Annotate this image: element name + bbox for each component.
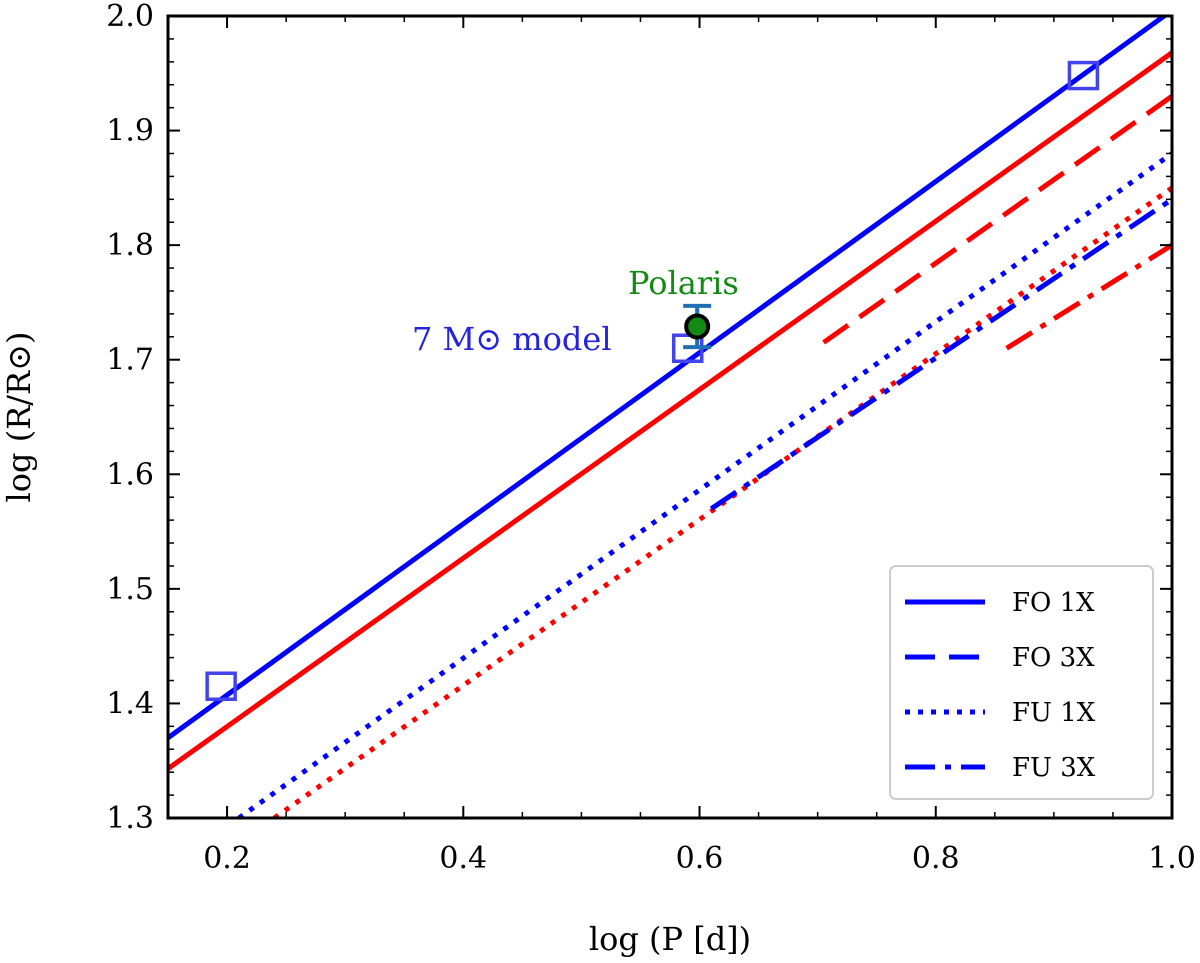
series-line-red-dashdot	[1005, 242, 1172, 351]
annotation-layer: Polaris 7 M⊙ model	[412, 264, 739, 358]
y-tick-label: 1.9	[106, 114, 154, 149]
legend-label: FO 1X	[1012, 588, 1095, 618]
legend-label: FO 3X	[1012, 643, 1095, 673]
polaris-label: Polaris	[628, 264, 739, 302]
y-axis-label: log (R/R⊙)	[0, 332, 38, 503]
x-tick-label: 0.4	[439, 841, 487, 876]
legend-box	[889, 565, 1154, 800]
y-tick-label: 1.7	[106, 343, 154, 378]
series-line-blue-dashdot	[709, 197, 1172, 511]
y-tick-label: 1.5	[106, 572, 154, 607]
plot-frame	[166, 14, 1174, 820]
legend-label: FU 1X	[1012, 698, 1096, 728]
y-tick-label: 2.0	[106, 0, 154, 34]
x-axis-label: log (P [d])	[589, 920, 751, 958]
x-tick-label: 0.8	[912, 841, 960, 876]
y-tick-label: 1.6	[106, 457, 154, 492]
ticks-layer: 0.2 0.4 0.6 0.8 1.0 1.3 1.4 1.5 1.6 1.7 1.8 1.9 2.0	[106, 0, 1196, 876]
points-layer	[205, 60, 1100, 701]
y-tick-label: 1.8	[106, 228, 154, 263]
series-line-red-dashed	[822, 94, 1172, 345]
polaris-point	[684, 313, 711, 340]
model-label: 7 M⊙ model	[412, 320, 612, 358]
x-tick-label: 1.0	[1148, 841, 1196, 876]
model-point	[1067, 60, 1100, 91]
legend-label: FU 3X	[1012, 753, 1096, 783]
y-tick-label: 1.4	[106, 686, 154, 721]
x-tick-label: 0.6	[676, 841, 724, 876]
series-line-red-solid	[168, 50, 1172, 771]
y-tick-label: 1.3	[106, 801, 154, 836]
legend: FO 1X FO 3X FU 1X FU 3X	[889, 565, 1154, 800]
model-point	[205, 671, 237, 701]
series-line-blue-solid	[168, 16, 1169, 740]
x-tick-label: 0.2	[203, 841, 251, 876]
series-layer	[168, 16, 1172, 818]
series-line-blue-dotted	[237, 151, 1172, 818]
